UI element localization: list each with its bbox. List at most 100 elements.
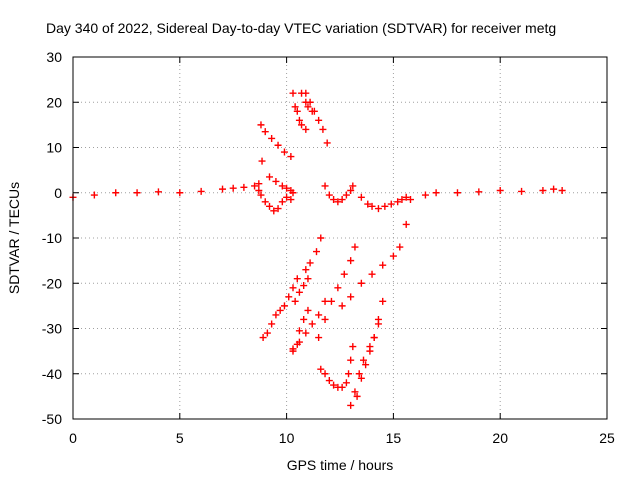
series-dip-14h [357,193,410,213]
data-point [258,157,266,165]
chart-title: Day 340 of 2022, Sidereal Day-to-day VTE… [46,20,556,36]
data-point [289,89,297,97]
series-rise-9-10h [259,275,301,342]
data-point [268,320,276,328]
data-point [334,284,342,292]
data-point [302,98,310,106]
data-point [421,191,429,199]
data-point [349,343,357,351]
data-point [368,202,376,210]
series-trough-12h [317,343,357,391]
data-point [402,193,410,201]
data-point [340,270,348,278]
data-point [381,202,389,210]
data-point [302,329,310,337]
data-point [338,196,346,204]
data-point [402,220,410,228]
data-point [295,327,303,335]
data-point [291,103,299,111]
data-point [321,182,329,190]
data-point [261,198,269,206]
data-point [347,293,355,301]
data-point [317,234,325,242]
data-point [266,202,274,210]
data-point [266,173,274,181]
data-point [496,186,504,194]
data-point [298,89,306,97]
data-point [351,243,359,251]
data-point [359,356,367,364]
data-point [342,379,350,387]
data-point [287,153,295,161]
data-point [319,125,327,133]
data-point [285,293,293,301]
data-point [112,189,120,197]
data-point [280,302,288,310]
data-point [274,141,282,149]
data-point [362,361,370,369]
data-point [330,196,338,204]
data-point [353,392,361,400]
x-tick-label: 10 [279,430,295,446]
data-point [334,198,342,206]
data-point [327,297,335,305]
data-point [330,381,338,389]
series-drop-9h [255,186,295,215]
data-point [283,184,291,192]
series-point-9h [258,157,266,165]
y-tick-label: 10 [46,140,62,156]
data-point [293,275,301,283]
data-point [396,243,404,251]
x-tick-label: 25 [599,430,615,446]
data-point [268,134,276,142]
x-axis-label: GPS time / hours [287,457,394,473]
y-tick-label: -20 [42,275,62,291]
series-peak-10-11h [289,89,310,133]
data-point [394,198,402,206]
data-point [315,116,323,124]
data-point [304,103,312,111]
data-point [315,334,323,342]
data-point [357,374,365,382]
data-point [291,297,299,305]
data-point [257,191,265,199]
x-tick-label: 0 [69,430,77,446]
data-point [539,186,547,194]
data-point [298,121,306,129]
data-point [475,188,483,196]
data-point [289,284,297,292]
series-dip-12h [321,182,357,206]
data-point [321,315,329,323]
data-point [389,252,397,260]
data-point [274,205,282,213]
data-point [315,311,323,319]
data-point [347,356,355,364]
data-point [259,334,267,342]
data-point [300,282,308,290]
data-point [276,306,284,314]
y-tick-label: 0 [54,185,62,201]
series-rise-10-11h [289,297,329,355]
data-points [69,89,566,409]
x-tick-label: 20 [492,430,508,446]
data-point [289,345,297,353]
axis-ticks: 0 5 10 15 20 25 -50 -40 -30 -20 -10 0 10 20 30 [42,49,615,446]
data-point [558,186,566,194]
data-point [347,186,355,194]
data-point [197,187,205,195]
data-point [325,377,333,385]
data-point [287,196,295,204]
data-point [90,191,98,199]
y-tick-label: 30 [46,49,62,65]
data-point [176,189,184,197]
data-point [357,193,365,201]
data-point [366,347,374,355]
data-point [323,139,331,147]
data-point [338,302,346,310]
data-point [261,128,269,136]
y-tick-label: -50 [42,411,62,427]
y-tick-label: -40 [42,366,62,382]
data-point [349,182,357,190]
data-point [345,370,353,378]
